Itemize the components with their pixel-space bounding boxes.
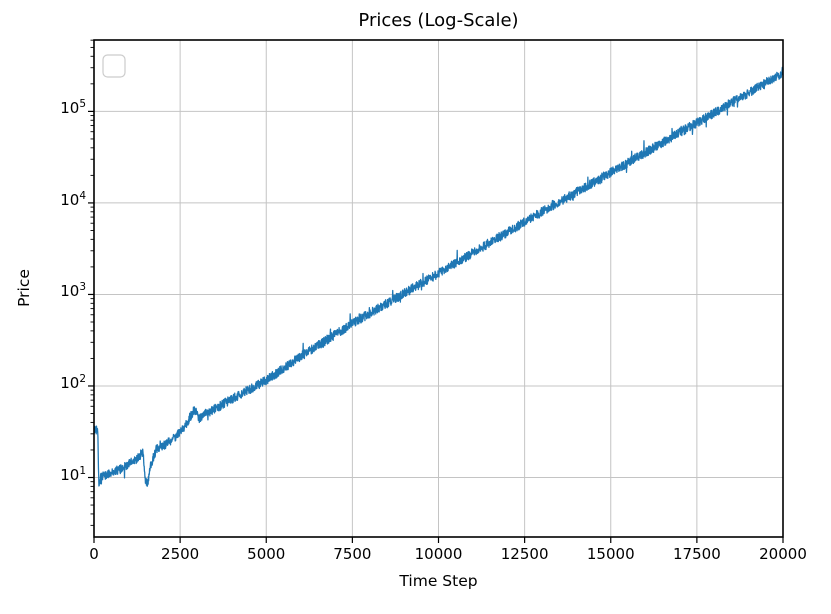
x-axis-label: Time Step [399, 572, 478, 590]
price-line [93, 66, 784, 487]
x-tick-label: 5000 [247, 545, 286, 563]
y-tick-label: 102 [60, 372, 86, 392]
x-tick-label: 0 [89, 545, 99, 563]
x-tick-label: 15000 [586, 545, 635, 563]
legend-box [102, 54, 126, 78]
y-tick-label: 105 [60, 98, 86, 118]
chart-title: Prices (Log-Scale) [358, 10, 519, 31]
x-tick-label: 10000 [414, 545, 463, 563]
x-tick-label: 17500 [673, 545, 721, 563]
x-tick-label: 7500 [333, 545, 372, 563]
axes-spines [93, 39, 784, 538]
x-tick-label: 12500 [500, 545, 549, 563]
x-tick-label: 20000 [759, 545, 807, 563]
y-tick-label: 101 [60, 464, 86, 484]
y-tick-label: 103 [60, 281, 86, 301]
y-tick-label: 104 [60, 189, 86, 209]
x-tick-label: 2500 [161, 545, 200, 563]
